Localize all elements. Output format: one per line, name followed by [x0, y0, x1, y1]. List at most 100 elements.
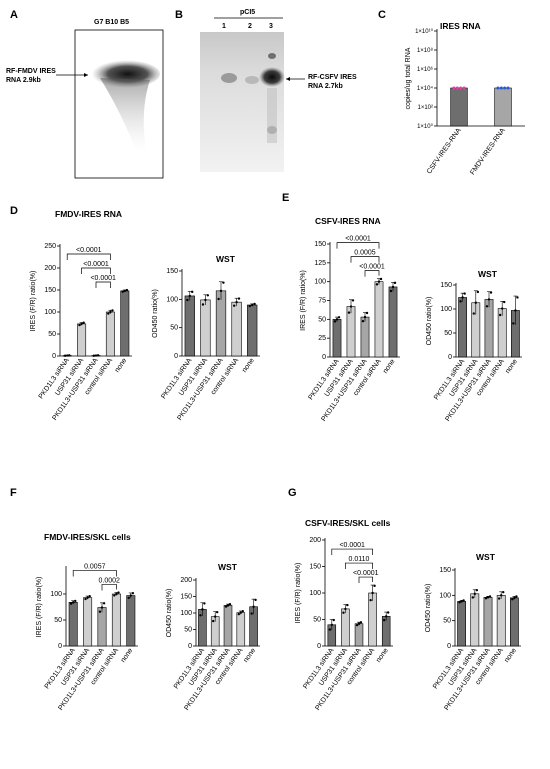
- y-tick-label: 200: [309, 537, 321, 544]
- y-tick-label: 1×10²: [417, 105, 433, 111]
- y-axis-label: IRES (F/R) ratio(%): [295, 563, 302, 624]
- chart-g1: CSFV-IRES/SKL cells 0 50 100 150 200 IRES (F/R…: [295, 518, 393, 712]
- y-tick-label: 150: [166, 268, 178, 275]
- blot-b-label-line2: RNA 2.7kb: [308, 83, 343, 90]
- x-tick-label: none: [375, 647, 390, 664]
- data-point: [248, 304, 251, 308]
- bar: [470, 593, 480, 647]
- bar: [111, 593, 121, 647]
- data-point: [125, 288, 129, 292]
- data-point: [355, 623, 359, 627]
- x-tick-label: none: [114, 357, 129, 374]
- bar: [483, 597, 493, 647]
- data-point: [342, 611, 345, 614]
- data-point: [512, 322, 515, 325]
- y-tick-label: 50: [318, 316, 326, 323]
- y-tick-label: 200: [44, 265, 56, 272]
- data-point: [344, 607, 347, 611]
- bar: [332, 319, 342, 358]
- data-point: [459, 86, 463, 90]
- chart-c: IRES RNA 1×10⁰ 1×10² 1×10⁴ 1×10⁶ 1×10⁸ 1×10¹⁰ c…: [405, 21, 525, 176]
- data-point: [241, 609, 244, 613]
- data-point: [503, 86, 507, 90]
- blot-a-header: G7 B10 B5: [94, 19, 129, 26]
- blot-a-label-line1: RF-FMDV IRES: [6, 68, 56, 75]
- data-point: [337, 316, 341, 319]
- data-point: [365, 311, 369, 315]
- x-tick-label: none: [120, 647, 135, 664]
- y-tick-label: 0: [448, 354, 452, 361]
- data-point: [237, 612, 241, 616]
- p-value-label: <0.0001: [339, 542, 365, 549]
- significance-bracket: [345, 562, 373, 570]
- data-point: [96, 354, 100, 357]
- p-value-label: <0.0001: [90, 275, 116, 282]
- data-point: [330, 623, 333, 626]
- data-point: [74, 599, 77, 603]
- data-point: [69, 602, 73, 605]
- data-point: [206, 294, 210, 297]
- data-point: [498, 313, 502, 317]
- data-point: [391, 285, 395, 289]
- data-point: [488, 595, 492, 598]
- data-point: [191, 290, 194, 294]
- data-point: [88, 595, 91, 598]
- data-point: [501, 307, 504, 310]
- y-tick-label: 25: [318, 335, 326, 342]
- y-tick-label: 100: [44, 309, 56, 316]
- bar: [126, 595, 136, 647]
- data-point: [123, 289, 127, 293]
- significance-bracket: [101, 584, 117, 591]
- bar: [496, 595, 506, 647]
- panel-label-e: E: [282, 192, 289, 204]
- blot-b-lane-1: 1: [222, 23, 226, 30]
- data-point: [351, 299, 355, 302]
- data-point: [472, 312, 475, 315]
- chart-title: IRES RNA: [440, 21, 481, 31]
- blot-a-label-line2: RNA 2.9kb: [6, 77, 41, 84]
- significance-bracket: [331, 548, 373, 556]
- y-tick-label: 150: [44, 287, 56, 294]
- chart-title: WST: [476, 552, 496, 562]
- y-tick-label: 100: [439, 592, 451, 599]
- y-axis-label: OD450 ratio(%): [426, 297, 433, 346]
- data-point: [500, 594, 503, 597]
- data-point: [393, 281, 397, 285]
- p-value-label: <0.0001: [353, 570, 379, 577]
- y-tick-label: 0: [174, 353, 178, 360]
- bar: [120, 290, 130, 357]
- bar: [184, 295, 195, 357]
- y-tick-label: 150: [314, 241, 326, 248]
- y-tick-label: 100: [314, 279, 326, 286]
- data-point: [222, 281, 225, 284]
- data-point: [363, 315, 367, 319]
- data-point: [228, 603, 232, 606]
- y-tick-label: 100: [50, 591, 62, 598]
- y-tick-label: 100: [166, 296, 178, 303]
- data-point: [217, 297, 220, 301]
- data-point: [462, 86, 466, 90]
- data-point: [458, 601, 461, 604]
- y-axis-label: IRES (F/R) ratio(%): [300, 270, 307, 331]
- data-point: [455, 86, 459, 90]
- data-point: [100, 606, 104, 609]
- data-point: [489, 291, 493, 294]
- p-value-label: 0.0002: [98, 577, 120, 584]
- data-point: [129, 594, 132, 597]
- p-value-label: 0.0005: [354, 250, 376, 257]
- y-axis-label: IRES (F/R) ratio(%): [30, 271, 37, 332]
- bar: [223, 605, 233, 647]
- data-point: [379, 277, 383, 281]
- y-tick-label: 1×10⁰: [417, 123, 434, 130]
- data-point: [484, 597, 488, 600]
- significance-bracket: [95, 281, 111, 288]
- y-tick-label: 1×10⁸: [417, 47, 434, 54]
- panel-label-d: D: [10, 205, 18, 217]
- y-tick-label: 50: [170, 325, 178, 332]
- bar: [360, 316, 370, 358]
- significance-bracket: [72, 570, 117, 577]
- data-point: [497, 597, 501, 600]
